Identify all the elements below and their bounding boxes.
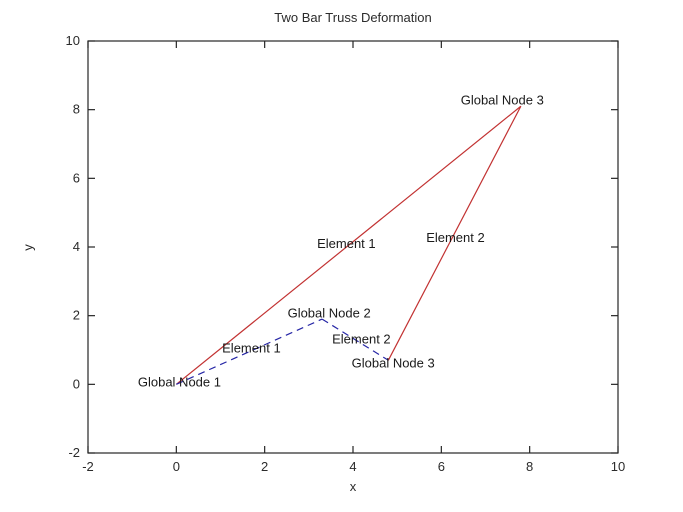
x-tick-label: 2: [261, 459, 268, 474]
label-element-2-undeformed: Element 2: [426, 230, 485, 245]
y-tick-label: 4: [73, 239, 80, 254]
y-axis-label: y: [20, 244, 36, 251]
x-axis-label: x: [349, 479, 357, 494]
y-tick-label: 2: [73, 308, 80, 323]
x-tick-label: 10: [611, 459, 625, 474]
series-undeformed-element-2: [387, 105, 522, 361]
label-element-2-deformed: Element 2: [332, 332, 391, 347]
y-tick-label: 6: [73, 170, 80, 185]
y-tick-label: 0: [73, 376, 80, 391]
label-global-node-3-deformed: Global Node 3: [352, 355, 435, 370]
series-undeformed-element-1: [175, 105, 522, 385]
label-global-node-3-undeformed: Global Node 3: [461, 93, 544, 108]
y-tick-label: 8: [73, 102, 80, 117]
series-deformed-element-2: [321, 318, 389, 361]
x-tick-label: 4: [349, 459, 356, 474]
label-element-1-undeformed: Element 1: [317, 236, 376, 251]
x-tick-label: -2: [82, 459, 94, 474]
y-tick-label: -2: [68, 445, 80, 460]
label-element-1-deformed: Element 1: [222, 341, 281, 356]
label-global-node-2: Global Node 2: [288, 306, 371, 321]
x-tick-label: 0: [173, 459, 180, 474]
x-tick-label: 8: [526, 459, 533, 474]
label-global-node-1: Global Node 1: [138, 374, 221, 389]
x-tick-label: 6: [438, 459, 445, 474]
chart-title: Two Bar Truss Deformation: [274, 10, 432, 25]
series-deformed-element-1: [176, 318, 323, 385]
y-tick-label: 10: [66, 33, 80, 48]
